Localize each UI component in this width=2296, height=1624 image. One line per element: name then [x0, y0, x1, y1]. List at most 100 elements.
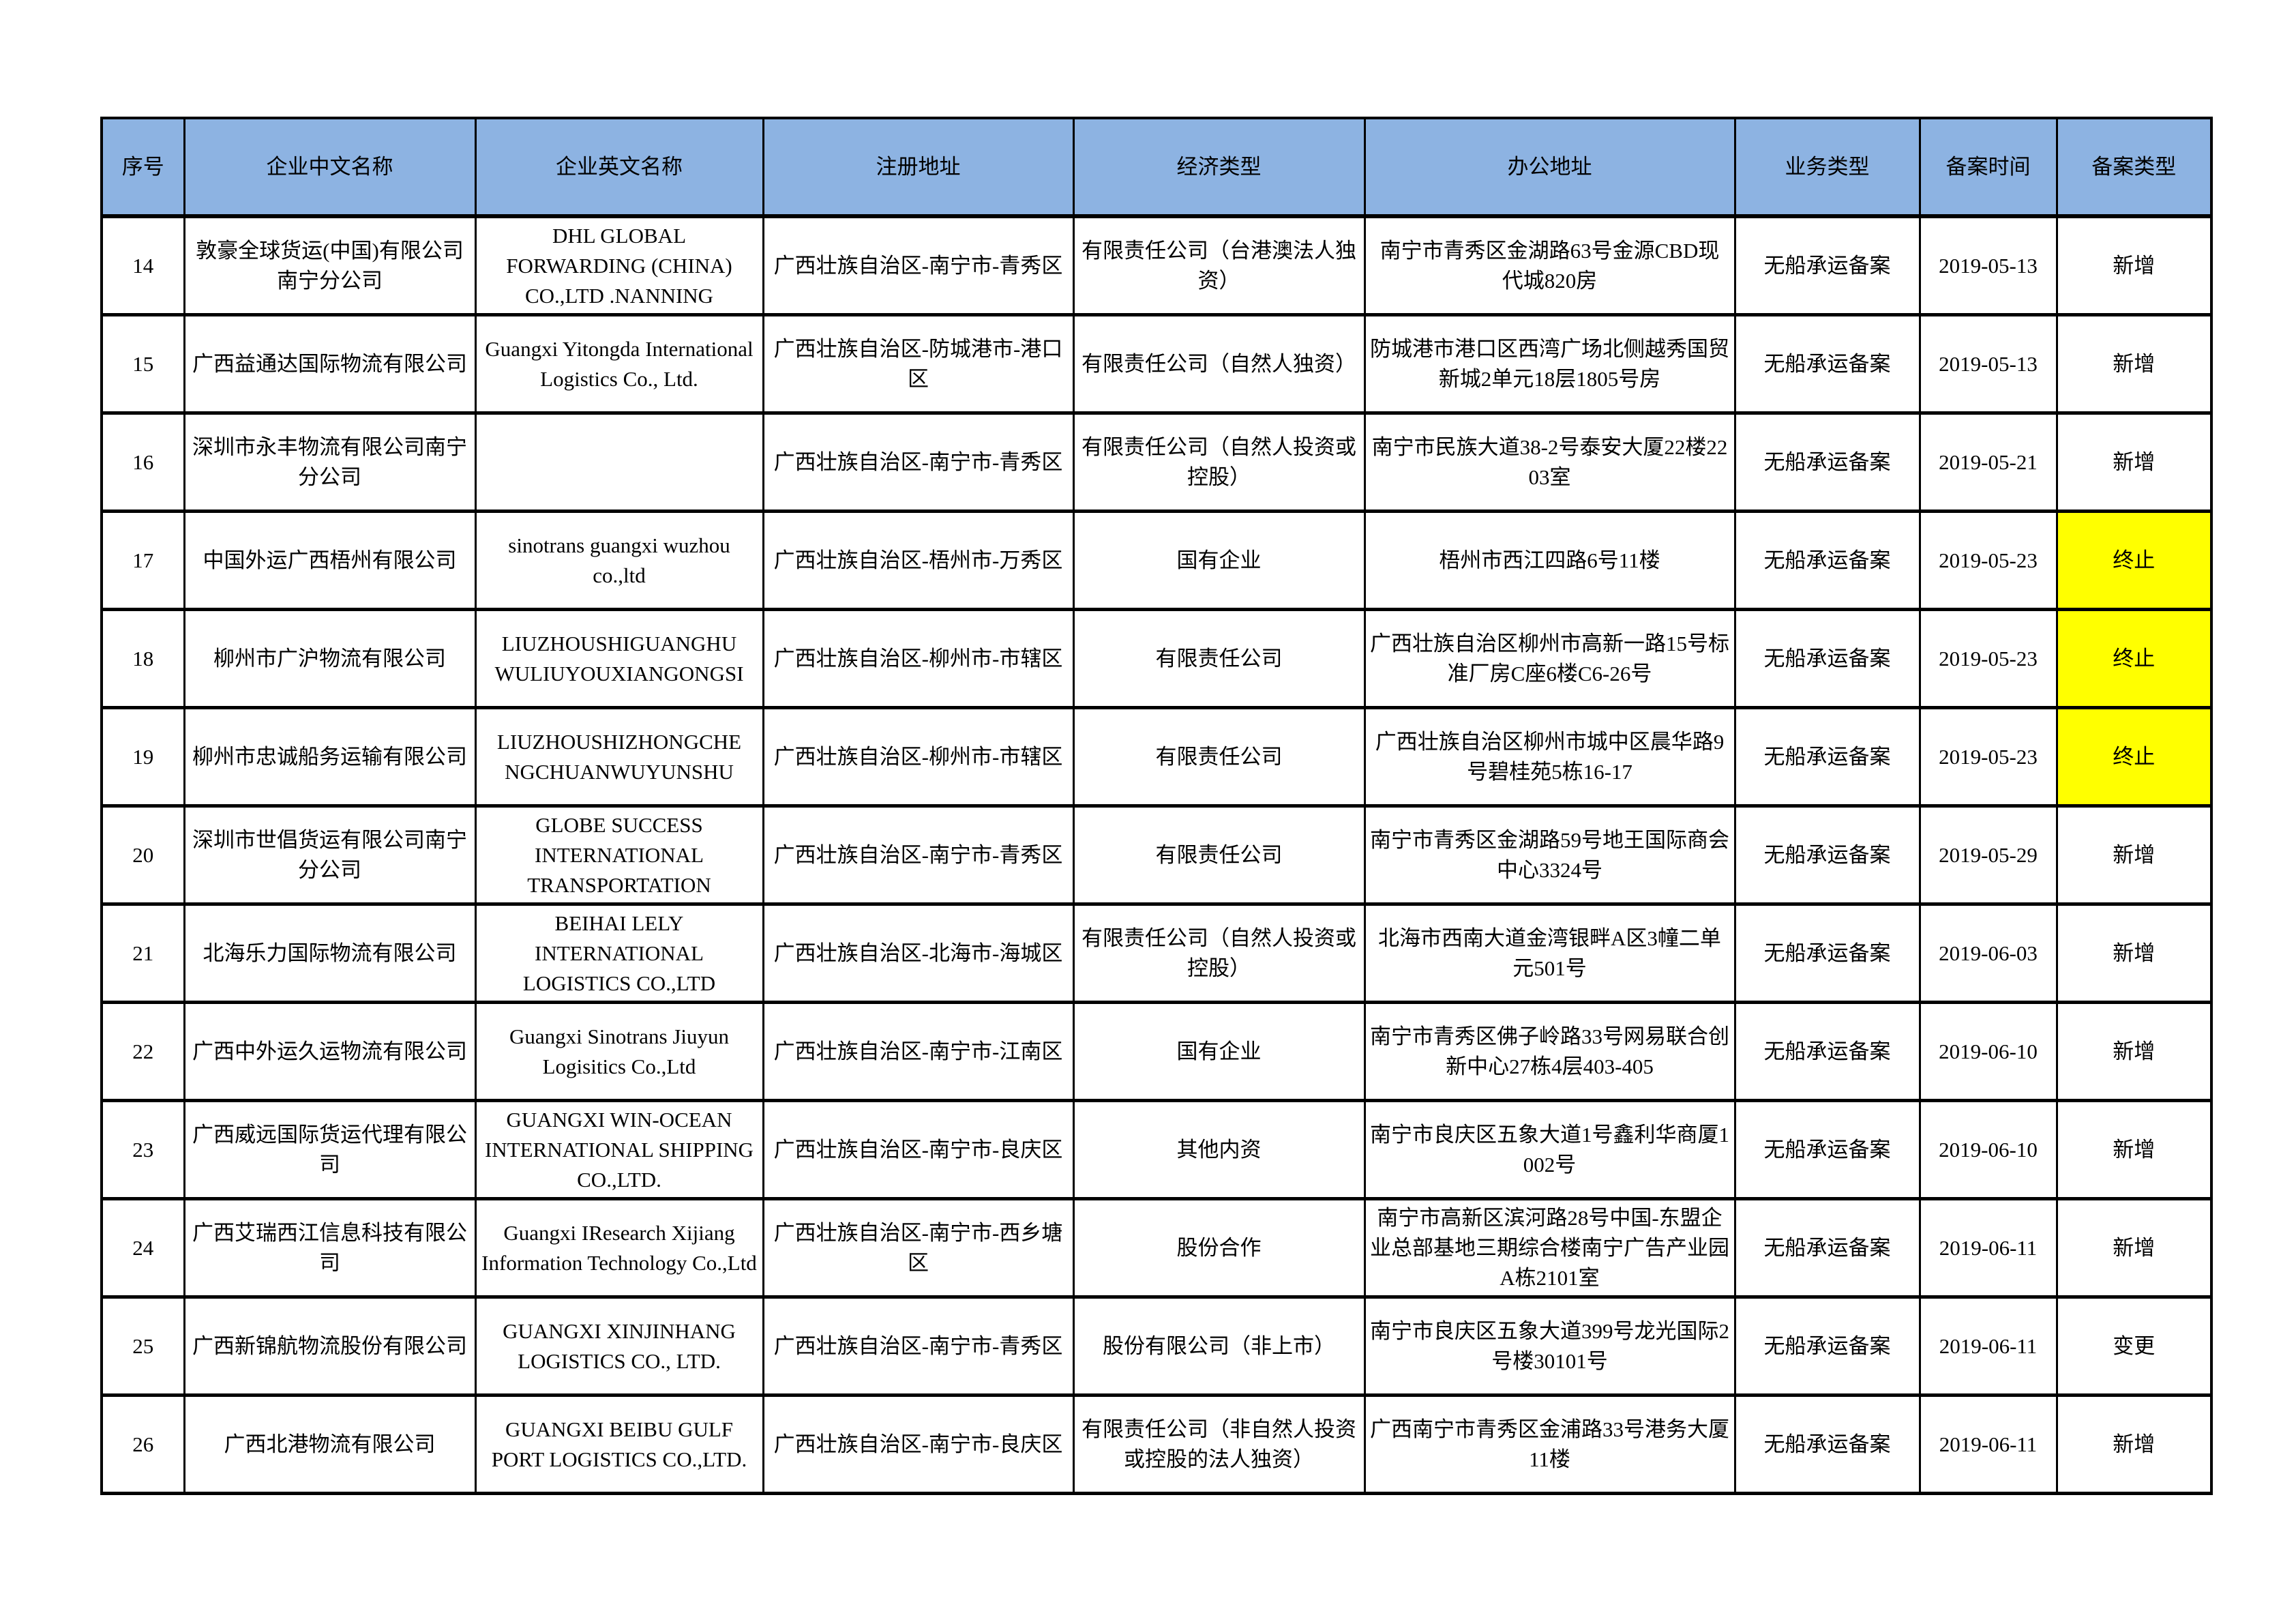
business-type-cell: 无船承运备案 — [1733, 510, 1921, 610]
business-type-cell: 无船承运备案 — [1733, 215, 1921, 316]
serial-no-cell: 18 — [100, 608, 185, 709]
serial-no-cell: 26 — [100, 1394, 185, 1494]
registered-address-cell: 广西壮族自治区-南宁市-良庆区 — [762, 1394, 1075, 1494]
registered-address-cell: 广西壮族自治区-南宁市-青秀区 — [762, 1296, 1075, 1396]
header-filing-type: 备案类型 — [2055, 117, 2213, 218]
serial-no-cell: 19 — [100, 707, 185, 807]
chinese-name-cell: 中国外运广西梧州有限公司 — [183, 510, 477, 610]
chinese-name-cell: 柳州市忠诚船务运输有限公司 — [183, 707, 477, 807]
english-name-cell: Guangxi IResearch Xijiang Information Te… — [474, 1198, 764, 1298]
office-address-cell: 梧州市西江四路6号11楼 — [1363, 510, 1736, 610]
filing-type-cell: 新增 — [2055, 314, 2213, 414]
filing-type-cell: 新增 — [2055, 215, 2213, 316]
chinese-name-cell: 深圳市世倡货运有限公司南宁分公司 — [183, 805, 477, 905]
header-chinese-name: 企业中文名称 — [183, 117, 477, 218]
serial-no-cell: 25 — [100, 1296, 185, 1396]
business-type-cell: 无船承运备案 — [1733, 1394, 1921, 1494]
business-type-cell: 无船承运备案 — [1733, 1099, 1921, 1200]
english-name-cell: sinotrans guangxi wuzhou co.,ltd — [474, 510, 764, 610]
office-address-cell: 广西壮族自治区柳州市城中区晨华路9号碧桂苑5栋16-17 — [1363, 707, 1736, 807]
office-address-cell: 南宁市高新区滨河路28号中国-东盟企业总部基地三期综合楼南宁广告产业园A栋210… — [1363, 1198, 1736, 1298]
filing-date-cell: 2019-06-03 — [1918, 903, 2058, 1003]
office-address-cell: 南宁市良庆区五象大道399号龙光国际2号楼30101号 — [1363, 1296, 1736, 1396]
serial-no-cell: 21 — [100, 903, 185, 1003]
business-type-cell: 无船承运备案 — [1733, 608, 1921, 709]
filing-date-cell: 2019-06-10 — [1918, 1001, 2058, 1102]
office-address-cell: 广西壮族自治区柳州市高新一路15号标准厂房C座6楼C6-26号 — [1363, 608, 1736, 709]
serial-no-cell: 20 — [100, 805, 185, 905]
registered-address-cell: 广西壮族自治区-柳州市-市辖区 — [762, 608, 1075, 709]
table-row: 21 北海乐力国际物流有限公司 BEIHAI LELY INTERNATIONAL … — [100, 903, 2213, 1003]
business-type-cell: 无船承运备案 — [1733, 1296, 1921, 1396]
serial-no-cell: 17 — [100, 510, 185, 610]
office-address-cell: 广西南宁市青秀区金浦路33号港务大厦11楼 — [1363, 1394, 1736, 1494]
english-name-cell: BEIHAI LELY INTERNATIONAL LOGISTICS CO.,… — [474, 903, 764, 1003]
filing-type-cell: 新增 — [2055, 1099, 2213, 1200]
chinese-name-cell: 广西北港物流有限公司 — [183, 1394, 477, 1494]
filing-date-cell: 2019-05-29 — [1918, 805, 2058, 905]
chinese-name-cell: 广西新锦航物流股份有限公司 — [183, 1296, 477, 1396]
filing-date-cell: 2019-06-11 — [1918, 1394, 2058, 1494]
registered-address-cell: 广西壮族自治区-防城港市-港口区 — [762, 314, 1075, 414]
economic-type-cell: 股份有限公司（非上市） — [1072, 1296, 1366, 1396]
economic-type-cell: 有限责任公司 — [1072, 608, 1366, 709]
table-row: 18 柳州市广沪物流有限公司 LIUZHOUSHIGUANGHU WULIUYOUX… — [100, 608, 2213, 709]
header-serial-no: 序号 — [100, 117, 185, 218]
filing-type-cell: 终止 — [2055, 707, 2213, 807]
table-row: 17 中国外运广西梧州有限公司 sinotrans guangxi wuzhou c… — [100, 510, 2213, 610]
registered-address-cell: 广西壮族自治区-南宁市-青秀区 — [762, 412, 1075, 512]
filing-date-cell: 2019-05-23 — [1918, 510, 2058, 610]
economic-type-cell: 股份合作 — [1072, 1198, 1366, 1298]
filing-type-cell: 新增 — [2055, 1198, 2213, 1298]
registered-address-cell: 广西壮族自治区-南宁市-西乡塘区 — [762, 1198, 1075, 1298]
header-english-name: 企业英文名称 — [474, 117, 764, 218]
header-office-address: 办公地址 — [1363, 117, 1736, 218]
filing-type-cell: 新增 — [2055, 805, 2213, 905]
office-address-cell: 防城港市港口区西湾广场北侧越秀国贸新城2单元18层1805号房 — [1363, 314, 1736, 414]
table-row: 23 广西威远国际货运代理有限公司 GUANGXI WIN-OCEAN INTERN… — [100, 1099, 2213, 1200]
serial-no-cell: 15 — [100, 314, 185, 414]
table-row: 14 敦豪全球货运(中国)有限公司南宁分公司 DHL GLOBAL FORWARDI… — [100, 215, 2213, 316]
registered-address-cell: 广西壮族自治区-南宁市-良庆区 — [762, 1099, 1075, 1200]
office-address-cell: 南宁市民族大道38-2号泰安大厦22楼2203室 — [1363, 412, 1736, 512]
filing-type-cell: 终止 — [2055, 510, 2213, 610]
economic-type-cell: 国有企业 — [1072, 1001, 1366, 1102]
header-registered-address: 注册地址 — [762, 117, 1075, 218]
chinese-name-cell: 广西中外运久运物流有限公司 — [183, 1001, 477, 1102]
economic-type-cell: 有限责任公司（自然人独资） — [1072, 314, 1366, 414]
economic-type-cell: 有限责任公司（非自然人投资或控股的法人独资） — [1072, 1394, 1366, 1494]
table-row: 16 深圳市永丰物流有限公司南宁分公司 广西壮族自治区-南宁市-青秀区 有限责任公司（… — [100, 412, 2213, 512]
office-address-cell: 北海市西南大道金湾银畔A区3幢二单元501号 — [1363, 903, 1736, 1003]
header-economic-type: 经济类型 — [1072, 117, 1366, 218]
filing-date-cell: 2019-06-10 — [1918, 1099, 2058, 1200]
economic-type-cell: 有限责任公司 — [1072, 707, 1366, 807]
business-type-cell: 无船承运备案 — [1733, 412, 1921, 512]
filing-type-cell: 新增 — [2055, 903, 2213, 1003]
serial-no-cell: 23 — [100, 1099, 185, 1200]
english-name-cell: GUANGXI BEIBU GULF PORT LOGISTICS CO.,LT… — [474, 1394, 764, 1494]
table-row: 19 柳州市忠诚船务运输有限公司 LIUZHOUSHIZHONGCHE NGCHUA… — [100, 707, 2213, 807]
economic-type-cell: 国有企业 — [1072, 510, 1366, 610]
header-row: 序号 企业中文名称 企业英文名称 注册地址 经济类型 办公地址 业务类型 备案时… — [100, 117, 2213, 218]
economic-type-cell: 其他内资 — [1072, 1099, 1366, 1200]
filing-table: 序号 企业中文名称 企业英文名称 注册地址 经济类型 办公地址 业务类型 备案时… — [100, 117, 2213, 1495]
header-business-type: 业务类型 — [1733, 117, 1921, 218]
chinese-name-cell: 北海乐力国际物流有限公司 — [183, 903, 477, 1003]
chinese-name-cell: 柳州市广沪物流有限公司 — [183, 608, 477, 709]
english-name-cell: DHL GLOBAL FORWARDING (CHINA) CO.,LTD .N… — [474, 215, 764, 316]
chinese-name-cell: 深圳市永丰物流有限公司南宁分公司 — [183, 412, 477, 512]
office-address-cell: 南宁市良庆区五象大道1号鑫利华商厦1002号 — [1363, 1099, 1736, 1200]
registered-address-cell: 广西壮族自治区-南宁市-青秀区 — [762, 215, 1075, 316]
filing-type-cell: 新增 — [2055, 1001, 2213, 1102]
chinese-name-cell: 广西威远国际货运代理有限公司 — [183, 1099, 477, 1200]
english-name-cell: GLOBE SUCCESS INTERNATIONAL TRANSPORTATI… — [474, 805, 764, 905]
serial-no-cell: 24 — [100, 1198, 185, 1298]
business-type-cell: 无船承运备案 — [1733, 707, 1921, 807]
economic-type-cell: 有限责任公司 — [1072, 805, 1366, 905]
english-name-cell: GUANGXI XINJINHANG LOGISTICS CO., LTD. — [474, 1296, 764, 1396]
economic-type-cell: 有限责任公司（自然人投资或控股） — [1072, 412, 1366, 512]
header-filing-date: 备案时间 — [1918, 117, 2058, 218]
chinese-name-cell: 广西益通达国际物流有限公司 — [183, 314, 477, 414]
english-name-cell: LIUZHOUSHIGUANGHU WULIUYOUXIANGONGSI — [474, 608, 764, 709]
business-type-cell: 无船承运备案 — [1733, 805, 1921, 905]
